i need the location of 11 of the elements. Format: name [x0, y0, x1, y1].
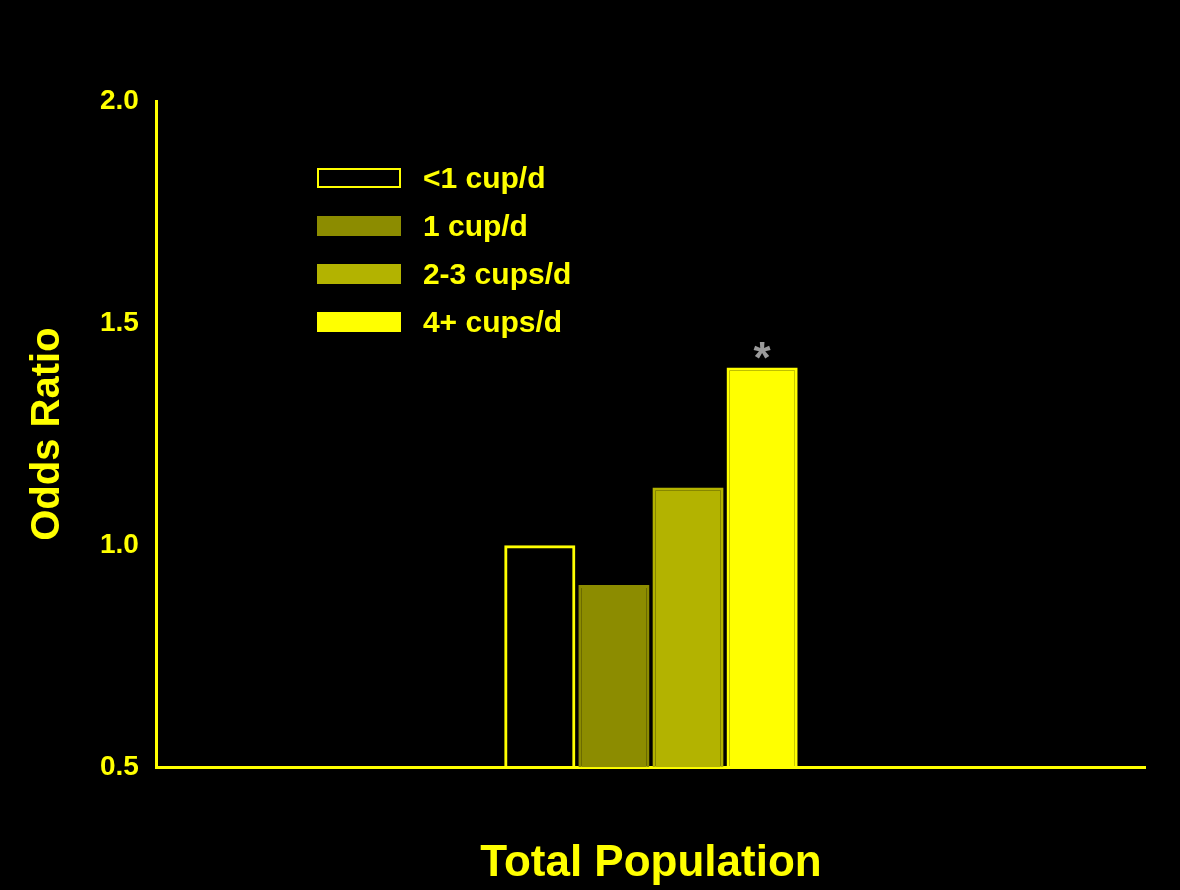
legend-label: 1 cup/d [422, 209, 528, 243]
annotation: * [753, 333, 772, 383]
y-tick-label: 1.0 [99, 527, 139, 559]
y-tick-label: 0.5 [99, 749, 139, 781]
x-axis-title: Total Population [480, 835, 822, 885]
legend-label: 4+ cups/d [422, 305, 563, 339]
y-axis-title: Odds Ratio [23, 327, 68, 541]
legend-label: <1 cup/d [422, 161, 546, 195]
y-tick-label: 2.0 [99, 83, 139, 115]
legend-label: 2-3 cups/d [422, 257, 572, 291]
y-tick-label: 1.5 [99, 305, 139, 337]
